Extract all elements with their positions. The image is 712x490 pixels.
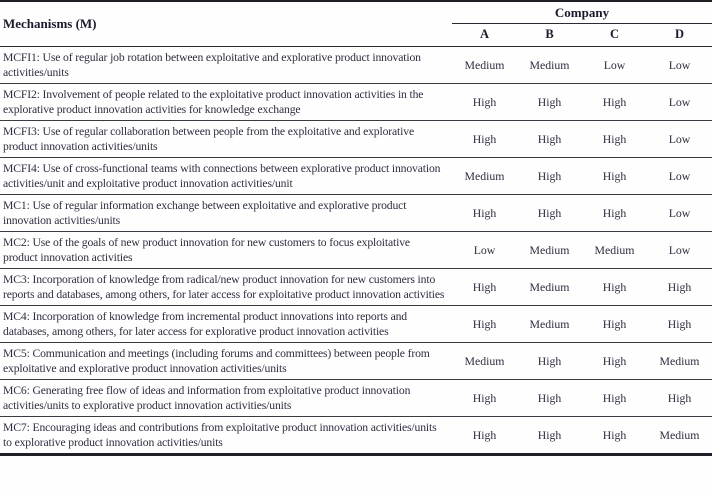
mechanism-cell: MC6: Generating free flow of ideas and i… [0,379,452,417]
rating-cell: High [647,305,712,343]
table-header: Mechanisms (M) Company A B C D [0,1,712,47]
company-group-header: Company [452,1,712,24]
table-row: MC1: Use of regular information exchange… [0,194,712,232]
rating-cell: High [517,157,582,195]
table-row: MC3: Incorporation of knowledge from rad… [0,268,712,306]
rating-cell: High [647,268,712,306]
mechanism-cell: MC4: Incorporation of knowledge from inc… [0,305,452,343]
table-row: MCFI4: Use of cross-functional teams wit… [0,157,712,195]
rating-cell: High [582,305,647,343]
company-column-header-d: D [647,23,712,47]
mechanism-cell: MC2: Use of the goals of new product inn… [0,231,452,269]
table-row: MC4: Incorporation of knowledge from inc… [0,305,712,343]
rating-cell: Medium [517,268,582,306]
mechanism-cell: MC1: Use of regular information exchange… [0,194,452,232]
rating-cell: High [517,342,582,380]
rating-cell: High [517,416,582,455]
rating-cell: Low [647,120,712,158]
rating-cell: High [582,83,647,121]
rating-cell: High [517,194,582,232]
rating-cell: High [582,120,647,158]
table-row: MC7: Encouraging ideas and contributions… [0,416,712,455]
table-body: MCFI1: Use of regular job rotation betwe… [0,46,712,455]
company-column-header-c: C [582,23,647,47]
mechanism-cell: MCFI4: Use of cross-functional teams wit… [0,157,452,195]
table-row: MCFI3: Use of regular collaboration betw… [0,120,712,158]
mechanism-cell: MC7: Encouraging ideas and contributions… [0,416,452,455]
rating-cell: High [452,268,517,306]
mechanism-cell: MCFI3: Use of regular collaboration betw… [0,120,452,158]
mechanism-cell: MC5: Communication and meetings (includi… [0,342,452,380]
rating-cell: Low [647,194,712,232]
rating-cell: High [647,379,712,417]
rating-cell: High [582,342,647,380]
rating-cell: Medium [582,231,647,269]
rating-cell: Medium [452,46,517,84]
rating-cell: Low [647,157,712,195]
mechanism-cell: MCFI1: Use of regular job rotation betwe… [0,46,452,84]
rating-cell: Medium [452,342,517,380]
rating-cell: Low [647,83,712,121]
rating-cell: High [452,379,517,417]
rating-cell: Low [452,231,517,269]
rating-cell: High [582,157,647,195]
company-column-header-a: A [452,23,517,47]
rating-cell: High [517,120,582,158]
rating-cell: High [582,379,647,417]
rating-cell: High [582,268,647,306]
table-row: MCFI1: Use of regular job rotation betwe… [0,46,712,84]
rating-cell: High [517,83,582,121]
rating-cell: Medium [647,416,712,455]
rating-cell: High [582,416,647,455]
mechanism-cell: MC3: Incorporation of knowledge from rad… [0,268,452,306]
rating-cell: Low [647,231,712,269]
rating-cell: High [452,194,517,232]
rating-cell: High [582,194,647,232]
rating-cell: Medium [647,342,712,380]
table-row: MC5: Communication and meetings (includi… [0,342,712,380]
rating-cell: High [452,305,517,343]
rating-cell: High [517,379,582,417]
table-row: MCFI2: Involvement of people related to … [0,83,712,121]
rating-cell: Medium [452,157,517,195]
mechanisms-company-table: Mechanisms (M) Company A B C D MCFI1: Us… [0,0,712,456]
rating-cell: Low [582,46,647,84]
rating-cell: Medium [517,231,582,269]
mechanisms-column-header: Mechanisms (M) [0,1,452,47]
rating-cell: Medium [517,305,582,343]
rating-cell: Low [647,46,712,84]
table-row: MC2: Use of the goals of new product inn… [0,231,712,269]
table-row: MC6: Generating free flow of ideas and i… [0,379,712,417]
rating-cell: High [452,416,517,455]
rating-cell: Medium [517,46,582,84]
company-column-header-b: B [517,23,582,47]
rating-cell: High [452,120,517,158]
mechanism-cell: MCFI2: Involvement of people related to … [0,83,452,121]
rating-cell: High [452,83,517,121]
